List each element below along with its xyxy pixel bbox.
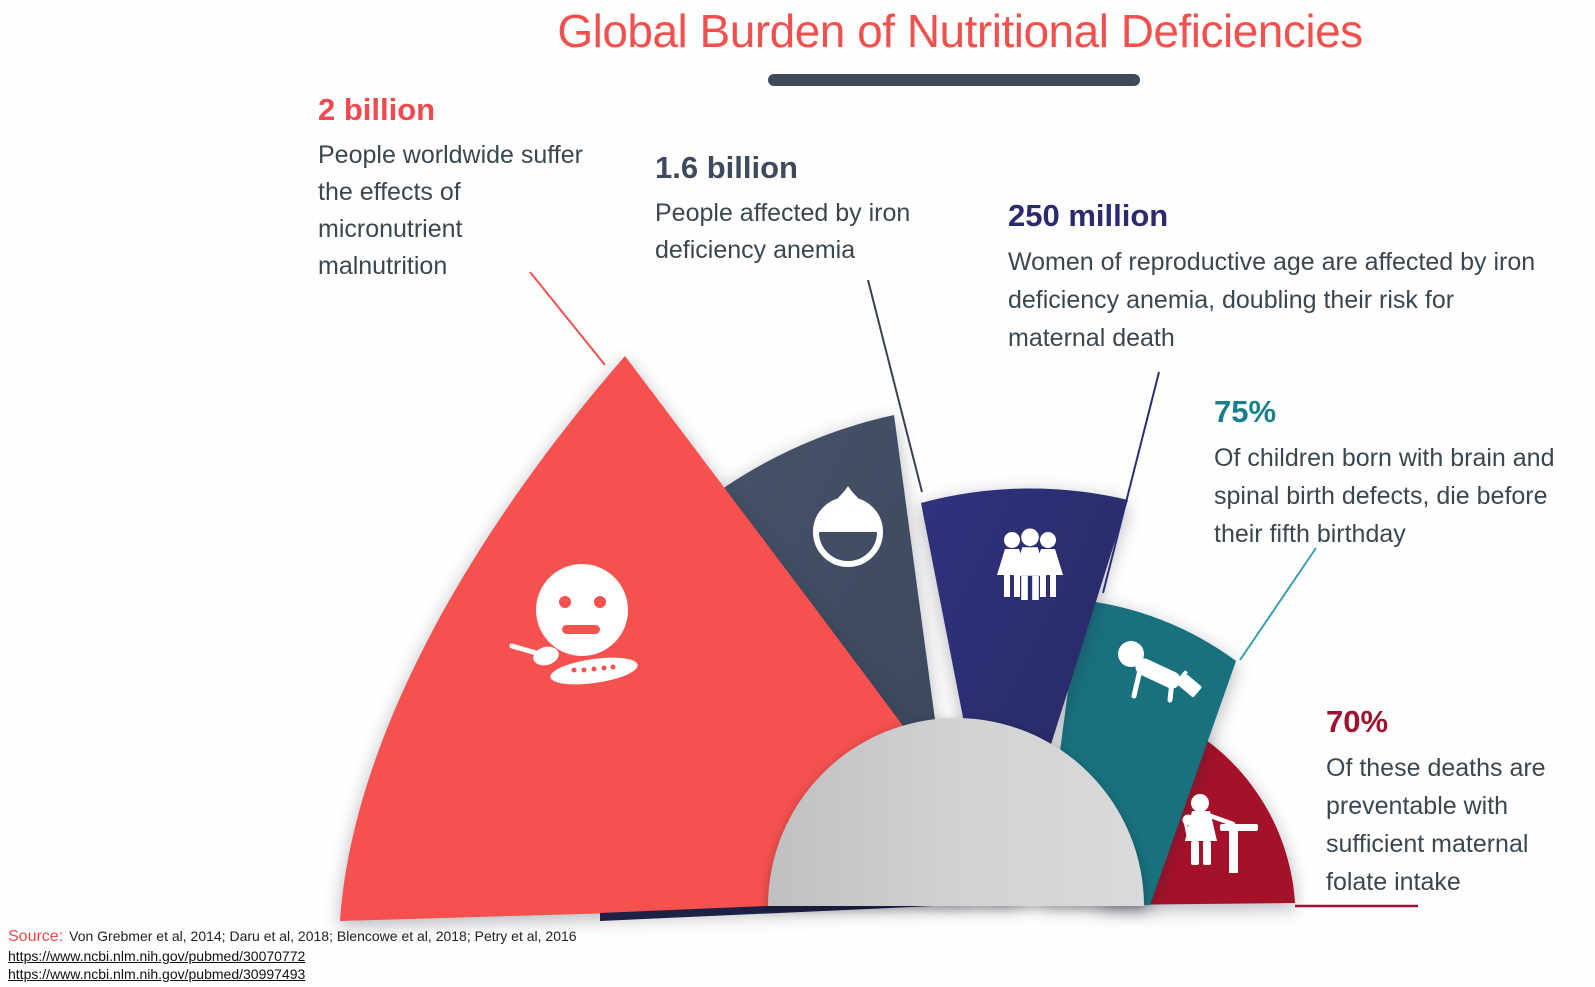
- leader-line-reproductive-age: [1102, 371, 1160, 594]
- callout-reproductive-age-text: Women of reproductive age are affected b…: [1008, 248, 1536, 352]
- callout-maternal-folate-value: 70%: [1326, 704, 1389, 739]
- callout-maternal-folate: 70% Of these deaths are preventable with…: [1326, 704, 1595, 901]
- women-group-icon: [997, 528, 1063, 600]
- callout-micronutrient-value: 2 billion: [318, 92, 436, 127]
- water-drop-icon: [813, 486, 883, 567]
- callout-reproductive-age-value: 250 million: [1008, 198, 1169, 233]
- source-link-1[interactable]: https://www.ncbi.nlm.nih.gov/pubmed/3007…: [8, 948, 306, 964]
- callout-iron-anemia: 1.6 billion People affected by iron defi…: [655, 150, 995, 269]
- callout-micronutrient-text: People worldwide suffer the effects of m…: [318, 141, 583, 280]
- source-citation: Von Grebmer et al, 2014; Daru et al, 201…: [69, 928, 577, 944]
- center-hub-semicircle: [768, 718, 1144, 906]
- source-line: Source: Von Grebmer et al, 2014; Daru et …: [8, 928, 577, 946]
- callout-iron-anemia-text: People affected by iron deficiency anemi…: [655, 199, 911, 264]
- callout-birth-defects: 75% Of children born with brain and spin…: [1214, 394, 1595, 553]
- leader-line-micronutrient: [529, 271, 606, 366]
- callout-birth-defects-value: 75%: [1214, 394, 1277, 429]
- mother-baby-table-icon: [1182, 794, 1258, 873]
- callout-micronutrient: 2 billion People worldwide suffer the ef…: [318, 92, 648, 285]
- page-title: Global Burden of Nutritional Deficiencie…: [557, 5, 1363, 57]
- title-underline-bar: [768, 74, 1140, 86]
- callout-reproductive-age: 250 million Women of reproductive age ar…: [1008, 198, 1595, 357]
- child-feeding-icon: [509, 564, 638, 685]
- source-label: Source:: [8, 928, 64, 945]
- leader-line-iron-anemia: [867, 279, 923, 493]
- leader-line-birth-defects: [1239, 547, 1317, 661]
- source-block: Source: Von Grebmer et al, 2014; Daru et …: [8, 928, 577, 982]
- callout-maternal-folate-text: Of these deaths are preventable with suf…: [1326, 754, 1546, 896]
- crawling-baby-icon: [1118, 641, 1202, 703]
- callout-iron-anemia-value: 1.6 billion: [655, 150, 798, 185]
- source-link-2[interactable]: https://www.ncbi.nlm.nih.gov/pubmed/3099…: [8, 966, 306, 982]
- segment-reproductive-age-wedge: [921, 488, 1128, 906]
- callout-birth-defects-text: Of children born with brain and spinal b…: [1214, 444, 1555, 548]
